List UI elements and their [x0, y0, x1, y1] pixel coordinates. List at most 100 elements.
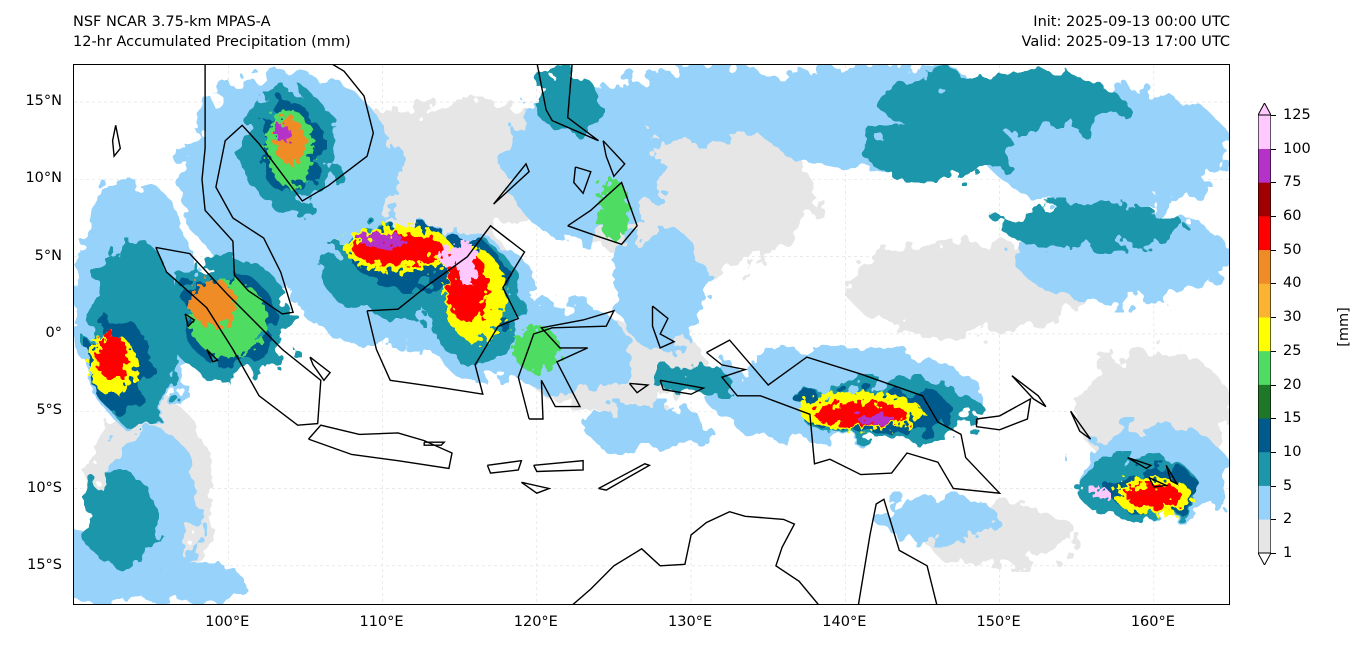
colorbar-segment — [1258, 182, 1271, 217]
map-canvas — [74, 65, 1229, 604]
colorbar-unit: [mm] — [1336, 307, 1352, 347]
colorbar-segment — [1258, 283, 1271, 318]
coastline-guadalcanal — [1148, 477, 1169, 488]
precip-cell — [536, 71, 599, 134]
colorbar-segment — [1258, 148, 1271, 183]
coastline-siberut — [206, 348, 219, 363]
coastline-new-ireland — [1011, 375, 1047, 408]
colorbar-tick — [1271, 350, 1276, 352]
coastline-negros — [573, 166, 592, 195]
colorbar-tick — [1271, 182, 1276, 184]
coastline-buru — [628, 382, 650, 394]
coastline-mainland — [201, 65, 375, 315]
precip-cell — [613, 65, 800, 141]
colorbar-segment — [1258, 418, 1271, 453]
precip-cell — [999, 202, 1185, 249]
colorbar-tick — [1271, 317, 1276, 319]
colorbar-segment — [1258, 115, 1271, 149]
colorbar-label: 100 — [1283, 140, 1311, 157]
coastline-seram — [659, 379, 706, 395]
colorbar-label: 50 — [1283, 241, 1302, 258]
coastline-andaman — [111, 125, 122, 158]
coastline-flores — [533, 459, 584, 473]
y-tick-label: 10°N — [25, 170, 62, 187]
colorbar-tick — [1271, 216, 1276, 218]
precip-cell — [598, 179, 630, 242]
coastline-sulawesi — [517, 309, 616, 420]
coastline-new-britain — [975, 397, 1032, 431]
coastline-bangka — [309, 356, 332, 382]
coastline-palawan — [493, 162, 530, 205]
colorbar-segment — [1258, 519, 1271, 554]
coastline-sumatra — [155, 246, 322, 426]
y-tick-label: 5°S — [36, 402, 62, 419]
precip-cell — [814, 401, 908, 427]
colorbar-label: 25 — [1283, 342, 1302, 359]
precip-cell — [97, 333, 128, 381]
colorbar-extend-max — [1258, 103, 1271, 116]
colorbar-segment — [1258, 350, 1271, 385]
precip-cell — [359, 233, 406, 249]
colorbar-label: 15 — [1283, 410, 1302, 427]
colorbar-segment — [1258, 317, 1271, 352]
coastline-mindanao — [567, 181, 638, 246]
colorbar-tick — [1271, 249, 1276, 251]
coastline-halmahera — [651, 305, 676, 349]
precip-cell — [274, 123, 290, 143]
model-title: NSF NCAR 3.75-km MPAS-A — [73, 14, 271, 30]
colorbar-segment — [1258, 216, 1271, 251]
precipitation-field — [74, 65, 1229, 604]
coastline-samar — [602, 140, 626, 178]
colorbar-label: 40 — [1283, 275, 1302, 292]
valid-time: Valid: 2025-09-13 17:00 UTC — [1021, 34, 1230, 50]
y-tick-label: 5°N — [34, 247, 62, 264]
x-tick-label: 120°E — [513, 614, 558, 630]
coastline-sumba — [520, 481, 552, 494]
colorbar-extend-min — [1258, 552, 1271, 565]
colorbar-segment — [1258, 249, 1271, 284]
coastline-sumbawa — [486, 459, 523, 474]
colorbar-tick — [1271, 115, 1276, 116]
y-tick-label: 15°N — [25, 93, 62, 110]
colorbar-tick — [1271, 553, 1276, 554]
field-title: 12-hr Accumulated Precipitation (mm) — [73, 34, 351, 50]
precip-cell — [1126, 483, 1182, 509]
colorbar-label: 20 — [1283, 376, 1302, 393]
precip-cell — [613, 225, 707, 350]
precip-cell — [189, 279, 236, 327]
coastline-luzon — [536, 65, 599, 142]
precip-cell — [876, 71, 1124, 134]
y-tick-label: 10°S — [27, 479, 62, 496]
colorbar-label: 75 — [1283, 174, 1302, 191]
x-tick-label: 160°E — [1130, 614, 1175, 630]
precip-cell — [120, 558, 244, 604]
coastline-bougainville — [1069, 410, 1092, 440]
init-time: Init: 2025-09-13 00:00 UTC — [1033, 14, 1230, 30]
precipitation-map[interactable] — [73, 64, 1230, 605]
coastline-borneo — [366, 224, 526, 396]
precip-cell — [513, 326, 560, 373]
x-tick-label: 130°E — [668, 614, 713, 630]
precip-cell — [652, 364, 730, 396]
precip-cell — [1090, 486, 1110, 500]
colorbar-label: 2 — [1283, 511, 1293, 528]
colorbar-segment — [1258, 384, 1271, 419]
colorbar-segment — [1258, 451, 1271, 486]
coastline-nias — [184, 313, 196, 328]
colorbar-tick — [1271, 519, 1276, 521]
coastline-santa-isabel — [1127, 456, 1153, 470]
precip-cell — [458, 241, 477, 288]
y-tick-label: 15°S — [27, 556, 62, 573]
precip-cell — [876, 496, 1000, 543]
colorbar-tick — [1271, 283, 1276, 285]
coastline-cape-york — [857, 498, 938, 604]
coastline-new-guinea — [706, 339, 1002, 495]
precip-cell — [583, 403, 707, 450]
colorbar — [1258, 103, 1271, 565]
colorbar-tick — [1271, 418, 1276, 420]
x-tick-label: 140°E — [822, 614, 867, 630]
colorbar-tick — [1271, 148, 1276, 150]
coastline-madura — [423, 441, 446, 446]
colorbar-label: 125 — [1283, 107, 1311, 123]
coastline-java — [307, 424, 453, 470]
